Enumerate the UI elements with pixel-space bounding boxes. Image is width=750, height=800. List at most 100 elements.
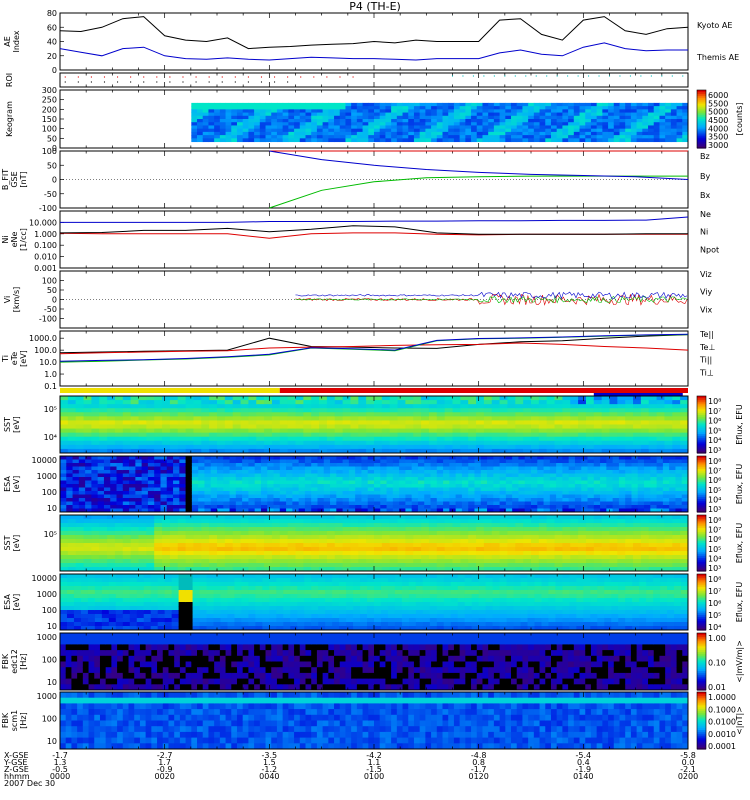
heatmap-cell <box>397 424 406 430</box>
heatmap-cell <box>260 501 268 506</box>
density-frame <box>59 210 689 269</box>
heatmap-cell <box>185 551 194 556</box>
heatmap-cell <box>452 428 461 434</box>
heatmap-cell <box>107 424 116 430</box>
heatmap-cell <box>397 444 406 450</box>
density-ytick-label: 0.001 <box>34 264 57 273</box>
heatmap-cell <box>448 135 455 139</box>
heatmap-cell <box>556 109 563 114</box>
heatmap-cell <box>103 505 111 509</box>
heatmap-cell <box>330 473 337 478</box>
heatmap-cell <box>225 112 232 117</box>
temperature-ytick-label: 10.0 <box>39 358 57 367</box>
heatmap-cell <box>295 440 304 446</box>
heatmap-cell <box>177 531 187 536</box>
esa_e-colorbar-tick: 10⁷ <box>708 467 721 476</box>
heatmap-cell <box>613 128 620 133</box>
heatmap-cell <box>358 440 367 446</box>
heatmap-cell <box>391 128 398 133</box>
heatmap-cell <box>298 484 306 488</box>
heatmap-cell <box>379 115 386 120</box>
heatmap-cell <box>430 470 438 474</box>
heatmap-cell <box>91 444 100 450</box>
heatmap-cell <box>66 484 74 488</box>
heatmap-cell <box>554 408 563 413</box>
heatmap-cell <box>287 563 296 568</box>
heatmap-cell <box>512 473 519 478</box>
heatmap-cell <box>436 480 444 485</box>
heatmap-cell <box>232 416 242 421</box>
heatmap-cell <box>83 432 92 438</box>
heatmap-cell <box>311 484 318 488</box>
heatmap-cell <box>295 531 304 536</box>
heatmap-cell <box>448 138 455 143</box>
heatmap-cell <box>72 487 80 492</box>
heatmap-cell <box>130 408 139 413</box>
sst_e-colorbar-cell <box>697 447 706 450</box>
heatmap-cell <box>279 432 289 438</box>
heatmap-cell <box>235 466 243 471</box>
heatmap-cell <box>254 473 262 478</box>
heatmap-cell <box>110 491 118 495</box>
heatmap-cell <box>618 480 626 485</box>
heatmap-cell <box>656 420 665 425</box>
roi-mark <box>116 81 119 83</box>
heatmap-cell <box>601 436 610 442</box>
heatmap-cell <box>680 448 689 454</box>
heatmap-cell <box>587 484 595 488</box>
heatmap-cell <box>579 102 586 107</box>
heatmap-cell <box>303 440 312 446</box>
roi-mark <box>287 81 289 83</box>
heatmap-cell <box>448 106 455 110</box>
heatmap-cell <box>91 484 99 488</box>
heatmap-cell <box>680 412 689 417</box>
heatmap-cell <box>399 463 406 467</box>
heatmap-cell <box>336 470 344 474</box>
heatmap-cell <box>491 424 501 430</box>
heatmap-cell <box>162 440 171 446</box>
heatmap-cell <box>518 484 526 488</box>
sst_e-ylabel: SST <box>3 417 12 432</box>
heatmap-cell <box>67 563 77 568</box>
heatmap-cell <box>162 420 171 425</box>
heatmap-cell <box>602 112 609 117</box>
heatmap-cell <box>543 494 551 499</box>
heatmap-cell <box>60 484 67 488</box>
heatmap-cell <box>644 473 651 478</box>
heatmap-cell <box>135 505 143 509</box>
heatmap-cell <box>585 135 592 139</box>
heatmap-cell <box>72 456 80 460</box>
roi-mark <box>661 75 663 77</box>
heatmap-cell <box>99 428 108 434</box>
heatmap-cell <box>578 396 587 401</box>
heatmap-cell <box>461 491 469 495</box>
heatmap-cell <box>637 501 645 506</box>
heatmap-cell <box>662 480 670 485</box>
heatmap-cell <box>323 473 331 478</box>
heatmap-cell <box>408 128 415 133</box>
heatmap-cell <box>286 456 293 460</box>
heatmap-cell <box>505 484 513 488</box>
heatmap-cell <box>242 473 249 478</box>
heatmap-cell <box>522 119 529 123</box>
heatmap-cell <box>232 408 242 413</box>
heatmap-cell <box>287 523 296 528</box>
heatmap-cell <box>361 508 369 513</box>
heatmap-cell <box>425 122 432 126</box>
heatmap-cell <box>311 515 320 520</box>
heatmap-cell <box>254 122 261 126</box>
heatmap-cell <box>232 420 242 425</box>
heatmap-cell <box>681 456 689 460</box>
heatmap-cell <box>60 563 69 568</box>
heatmap-cell <box>114 559 124 564</box>
heatmap-cell <box>85 508 92 513</box>
heatmap-cell <box>173 459 180 464</box>
heatmap-cell <box>169 436 179 442</box>
heatmap-cell <box>585 428 595 434</box>
heatmap-cell <box>362 115 369 120</box>
heatmap-cell <box>460 448 469 454</box>
heatmap-cell <box>147 466 155 471</box>
heatmap-cell <box>431 119 438 123</box>
heatmap-cell <box>279 456 287 460</box>
heatmap-cell <box>323 501 331 506</box>
